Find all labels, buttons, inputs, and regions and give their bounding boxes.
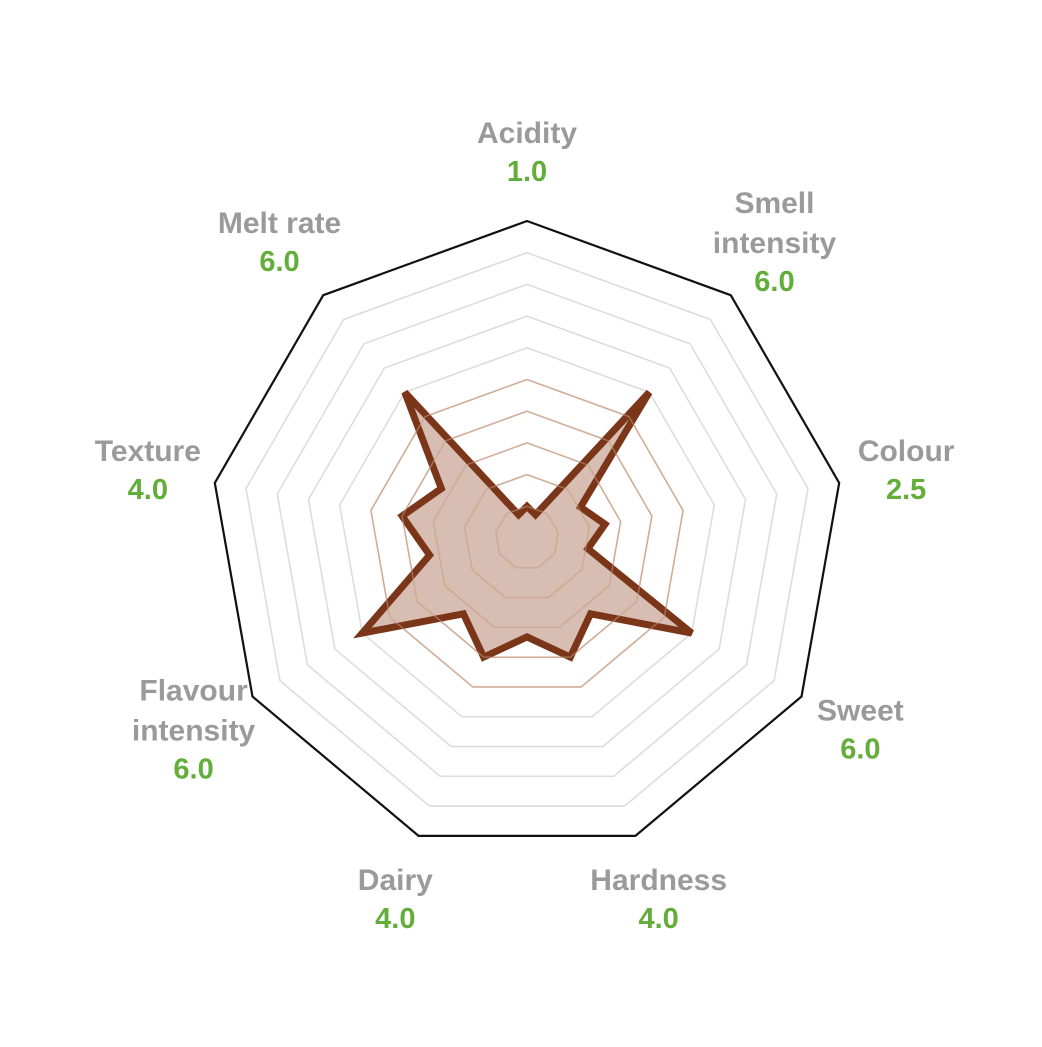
axis-label-group: Flavour intensity 6.0	[132, 675, 256, 786]
grid-ring	[245, 251, 809, 807]
grid-ring	[338, 346, 716, 718]
axis-label: Sweet	[817, 695, 904, 728]
grid-ring	[276, 283, 778, 778]
axis-label-group: Melt rate 6.0	[218, 207, 341, 278]
axis-label: Dairy	[358, 864, 433, 897]
grid-ring	[307, 315, 747, 748]
axis-label-group: Dairy 4.0	[358, 864, 433, 935]
axis-label-group: Hardness 4.0	[590, 864, 727, 935]
axis-value-label: 6.0	[173, 754, 213, 786]
axis-label-group: Smell intensity 6.0	[713, 187, 837, 298]
axis-value-label: 4.0	[639, 903, 679, 935]
axis-label: Colour	[858, 435, 955, 468]
axis-label-group: Texture 4.0	[95, 435, 201, 506]
axis-label-group: Acidity 1.0	[477, 117, 577, 188]
axis-label: Smell	[734, 187, 814, 220]
axis-value-label: 4.0	[375, 903, 415, 935]
radar-series	[353, 378, 694, 688]
grid-ring-overlay	[463, 473, 591, 599]
grid-ring-overlay	[401, 410, 653, 658]
axis-value-label: 6.0	[840, 734, 880, 766]
axis-label: intensity	[132, 715, 256, 748]
grid-ring-overlay	[370, 378, 684, 688]
axis-value-label: 6.0	[259, 246, 299, 278]
axis-label: Texture	[95, 435, 201, 468]
grid-ring-overlay	[495, 505, 559, 569]
axis-label: Acidity	[477, 117, 577, 150]
series-area	[353, 389, 694, 662]
axis-value-label: 6.0	[754, 266, 794, 298]
axis-label: Hardness	[590, 864, 727, 897]
axis-label-group: Colour 2.5	[858, 435, 955, 506]
axis-label: Melt rate	[218, 207, 341, 240]
axis-label: intensity	[713, 227, 837, 260]
axis-label: Flavour	[139, 675, 248, 708]
axis-label-group: Sweet 6.0	[817, 695, 904, 766]
grid-ring-overlay	[432, 442, 622, 629]
axis-value-label: 2.5	[886, 474, 926, 506]
outer-boundary	[213, 219, 841, 837]
axis-value-label: 1.0	[507, 156, 547, 188]
radar-labels: Acidity 1.0 Smell intensity 6.0 Colour 2.5 Swee…	[95, 117, 955, 935]
axis-value-label: 4.0	[128, 474, 168, 506]
